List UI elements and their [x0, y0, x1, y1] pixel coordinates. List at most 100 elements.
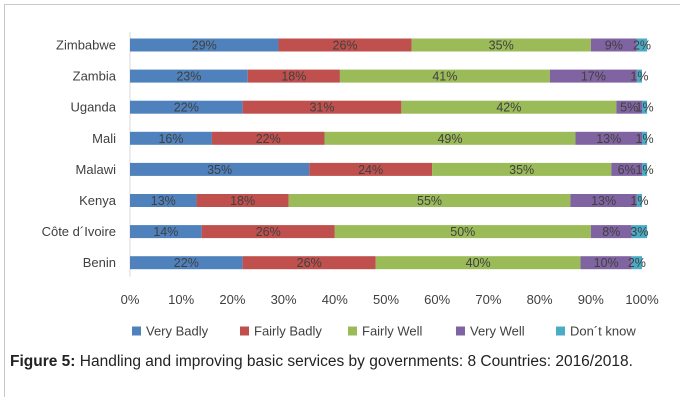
x-tick-label-6: 60%	[424, 292, 450, 307]
bar-fairly-badly-c-te-d-ivoire	[201, 225, 335, 239]
bar-don-t-know-zambia	[636, 69, 642, 83]
data-label-fairly-well-malawi: 35%	[509, 163, 534, 177]
x-tick-label-4: 40%	[322, 292, 348, 307]
data-label-very-well-zambia: 17%	[581, 70, 606, 84]
x-tick-label-10: 100%	[625, 292, 659, 307]
data-label-very-badly-malawi: 35%	[207, 163, 232, 177]
bar-very-well-mali	[575, 131, 642, 145]
bar-very-badly-zimbabwe	[130, 38, 279, 52]
legend-swatch-very-badly	[132, 326, 141, 336]
legend-label-very-well: Very Well	[470, 324, 525, 339]
data-label-very-well-mali: 13%	[596, 132, 621, 146]
bar-fairly-badly-malawi	[309, 162, 433, 176]
data-label-don-t-know-benin: 2%	[628, 256, 646, 270]
bar-don-t-know-benin	[631, 256, 642, 270]
legend-label-very-badly: Very Badly	[146, 324, 209, 339]
bar-don-t-know-c-te-d-ivoire	[631, 225, 648, 239]
bar-fairly-well-mali	[324, 131, 576, 145]
bar-very-badly-c-te-d-ivoire	[130, 225, 202, 239]
data-label-fairly-badly-mali: 22%	[256, 132, 281, 146]
data-label-fairly-well-mali: 49%	[437, 132, 462, 146]
bar-very-badly-uganda	[130, 100, 243, 114]
category-label-mali: Mali	[92, 131, 116, 146]
bar-fairly-well-kenya	[288, 194, 571, 207]
bar-fairly-well-zimbabwe	[411, 38, 591, 52]
bar-fairly-well-uganda	[401, 100, 617, 114]
bar-don-t-know-mali	[642, 131, 648, 145]
bar-very-well-benin	[580, 256, 632, 270]
bar-don-t-know-zimbabwe	[636, 38, 648, 52]
bar-very-badly-mali	[130, 131, 212, 145]
data-label-very-well-c-te-d-ivoire: 8%	[602, 225, 620, 239]
data-label-fairly-badly-zambia: 18%	[281, 70, 306, 84]
bar-very-well-zimbabwe	[590, 38, 637, 52]
data-label-don-t-know-zambia: 1%	[630, 70, 648, 84]
data-label-very-well-malawi: 6%	[618, 163, 636, 177]
x-tick-label-7: 70%	[475, 292, 501, 307]
figure-caption-text: Handling and improving basic services by…	[75, 353, 633, 370]
bar-don-t-know-uganda	[642, 100, 648, 114]
bar-fairly-well-c-te-d-ivoire	[334, 225, 591, 239]
x-tick-label-3: 30%	[271, 292, 297, 307]
category-label-benin: Benin	[83, 255, 116, 270]
data-label-fairly-badly-c-te-d-ivoire: 26%	[256, 225, 281, 239]
legend-label-don-t-know: Don´t know	[570, 324, 636, 339]
bar-fairly-badly-benin	[242, 256, 376, 270]
bar-very-badly-malawi	[130, 162, 310, 176]
data-label-very-badly-zambia: 23%	[176, 70, 201, 84]
bar-fairly-well-malawi	[432, 162, 612, 176]
category-label-c-te-d-ivoire: Côte d´Ivoire	[42, 224, 116, 239]
bar-very-well-kenya	[570, 194, 637, 207]
bar-fairly-well-benin	[375, 256, 581, 270]
data-label-fairly-badly-benin: 26%	[297, 256, 322, 270]
data-label-don-t-know-uganda: 1%	[636, 101, 654, 115]
bar-don-t-know-malawi	[642, 162, 648, 176]
x-tick-label-5: 50%	[373, 292, 399, 307]
bar-fairly-badly-uganda	[242, 100, 402, 114]
data-label-very-well-uganda: 5%	[620, 101, 638, 115]
bar-very-badly-benin	[130, 256, 243, 270]
category-label-kenya: Kenya	[79, 193, 117, 208]
category-label-zimbabwe: Zimbabwe	[56, 38, 116, 53]
data-label-fairly-well-uganda: 42%	[496, 101, 521, 115]
data-label-fairly-well-kenya: 55%	[417, 194, 442, 208]
figure-caption: Figure 5: Handling and improving basic s…	[10, 351, 660, 372]
bar-don-t-know-kenya	[636, 194, 642, 207]
bar-very-well-c-te-d-ivoire	[590, 225, 632, 239]
figure-frame	[4, 4, 680, 397]
bar-very-well-uganda	[616, 100, 642, 114]
data-label-fairly-badly-zimbabwe: 26%	[333, 39, 358, 53]
data-label-don-t-know-mali: 1%	[636, 132, 654, 146]
data-label-fairly-badly-uganda: 31%	[309, 101, 334, 115]
data-label-fairly-well-zambia: 41%	[432, 70, 457, 84]
data-label-don-t-know-kenya: 1%	[630, 194, 648, 208]
legend-swatch-very-well	[456, 326, 465, 336]
legend-swatch-fairly-well	[348, 326, 357, 336]
legend-label-fairly-well: Fairly Well	[362, 324, 423, 339]
legend-swatch-don-t-know	[556, 326, 565, 336]
data-label-very-badly-uganda: 22%	[174, 101, 199, 115]
data-label-very-well-benin: 10%	[594, 256, 619, 270]
x-tick-label-8: 80%	[527, 292, 553, 307]
data-label-don-t-know-malawi: 1%	[636, 163, 654, 177]
legend-label-fairly-badly: Fairly Badly	[254, 324, 322, 339]
category-label-uganda: Uganda	[70, 100, 116, 115]
data-label-very-well-kenya: 13%	[591, 194, 616, 208]
data-label-fairly-badly-kenya: 18%	[230, 194, 255, 208]
bar-fairly-well-zambia	[339, 69, 550, 83]
x-tick-label-2: 20%	[219, 292, 245, 307]
x-tick-label-1: 10%	[168, 292, 194, 307]
data-label-fairly-well-c-te-d-ivoire: 50%	[450, 225, 475, 239]
data-label-fairly-badly-malawi: 24%	[358, 163, 383, 177]
legend-swatch-fairly-badly	[240, 326, 249, 336]
data-label-very-badly-kenya: 13%	[151, 194, 176, 208]
data-label-very-badly-c-te-d-ivoire: 14%	[153, 225, 178, 239]
x-tick-label-0: 0%	[121, 292, 140, 307]
x-tick-label-9: 90%	[578, 292, 604, 307]
data-label-don-t-know-zimbabwe: 2%	[633, 39, 651, 53]
bar-fairly-badly-zimbabwe	[278, 38, 412, 52]
bar-very-badly-zambia	[130, 69, 248, 83]
bar-fairly-badly-kenya	[196, 194, 289, 207]
data-label-fairly-well-benin: 40%	[466, 256, 491, 270]
category-label-malawi: Malawi	[76, 162, 117, 177]
